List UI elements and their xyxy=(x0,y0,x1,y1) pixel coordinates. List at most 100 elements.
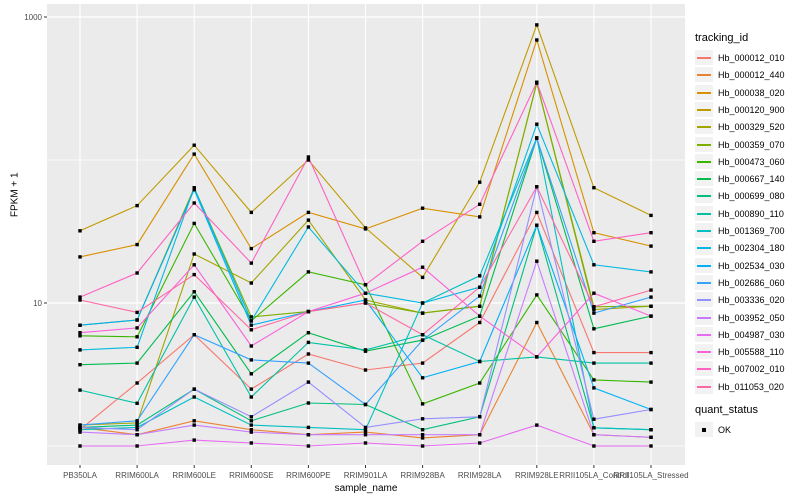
data-point xyxy=(592,378,596,382)
data-point xyxy=(306,425,311,430)
legend-line-icon xyxy=(697,368,711,371)
legend-key-swatch xyxy=(695,223,713,238)
data-point xyxy=(592,444,596,448)
data-point xyxy=(249,395,253,399)
legend-key-swatch xyxy=(695,101,713,117)
data-point xyxy=(249,430,253,434)
data-point xyxy=(135,242,139,247)
data-point xyxy=(135,419,139,423)
data-point xyxy=(78,295,82,299)
data-point xyxy=(249,415,253,419)
legend-key-swatch xyxy=(695,119,713,135)
data-point xyxy=(135,335,139,339)
x-tick-label: RRIM600SE xyxy=(229,471,274,480)
data-point xyxy=(135,271,139,275)
data-point xyxy=(592,433,596,437)
data-point xyxy=(478,441,482,445)
legend-line-icon xyxy=(697,160,711,163)
data-point xyxy=(363,441,368,445)
legend-line-icon xyxy=(697,316,711,319)
data-point xyxy=(478,215,482,219)
legend-label: Hb_003952_050 xyxy=(718,312,785,323)
legend-line-icon xyxy=(697,178,711,181)
data-point xyxy=(78,331,82,335)
data-point xyxy=(192,387,196,391)
x-tick-label: RRIM928LE xyxy=(515,471,559,480)
data-point xyxy=(478,304,482,308)
legend-line-icon xyxy=(697,57,711,59)
data-point xyxy=(592,311,596,315)
data-point xyxy=(306,444,311,448)
data-point xyxy=(649,213,653,218)
data-point xyxy=(249,210,253,215)
data-point xyxy=(192,295,196,299)
data-point xyxy=(192,152,196,156)
data-point xyxy=(478,294,482,298)
data-point xyxy=(420,376,425,380)
data-point xyxy=(592,350,596,355)
data-point xyxy=(420,402,425,406)
data-point xyxy=(363,283,368,287)
x-tick-label: RRIM901LA xyxy=(343,471,388,480)
data-point xyxy=(306,380,311,384)
data-point xyxy=(420,436,425,440)
data-point xyxy=(649,350,653,355)
data-point xyxy=(249,372,253,376)
data-point xyxy=(535,259,539,263)
data-point xyxy=(78,255,82,259)
data-point xyxy=(363,402,368,407)
data-point xyxy=(192,252,196,256)
data-point xyxy=(649,435,653,439)
legend-key-swatch xyxy=(695,309,713,325)
data-point xyxy=(363,298,368,302)
legend-key-swatch xyxy=(695,188,713,204)
data-point xyxy=(420,338,425,342)
legend-label: Hb_002304_180 xyxy=(718,243,785,254)
data-point xyxy=(420,311,425,315)
legend-key-swatch xyxy=(695,292,713,308)
legend-key-swatch xyxy=(695,257,713,273)
data-point xyxy=(649,270,653,274)
data-point xyxy=(78,444,82,448)
data-point xyxy=(192,263,196,267)
data-point xyxy=(420,333,425,337)
data-point xyxy=(249,319,253,323)
data-point xyxy=(78,348,82,352)
data-point xyxy=(363,425,368,430)
data-point xyxy=(192,186,196,190)
legend-label: Hb_002686_060 xyxy=(718,277,785,288)
data-point xyxy=(420,301,425,305)
data-point xyxy=(192,188,196,192)
data-point xyxy=(78,323,82,327)
data-point xyxy=(78,430,82,434)
data-point xyxy=(478,433,482,437)
data-point xyxy=(535,185,539,189)
data-point xyxy=(249,328,253,332)
data-point xyxy=(535,423,539,427)
data-point xyxy=(649,314,653,318)
x-tick-label: RRIM928BA xyxy=(400,471,445,480)
data-point xyxy=(420,239,425,243)
data-point xyxy=(649,361,653,365)
data-point xyxy=(306,155,311,159)
data-point xyxy=(135,381,139,385)
data-point xyxy=(192,333,196,337)
data-point xyxy=(592,426,596,430)
data-point xyxy=(135,423,139,427)
data-point xyxy=(420,417,425,421)
data-point xyxy=(649,428,653,432)
data-point xyxy=(478,314,482,318)
data-point xyxy=(306,210,311,215)
legend-line-icon xyxy=(697,108,711,111)
legend-line-icon xyxy=(697,299,711,302)
data-point xyxy=(192,221,196,226)
data-point xyxy=(420,275,425,280)
legend-key-swatch xyxy=(695,84,713,100)
x-tick-label: RRII105LA_Stressed xyxy=(613,471,689,480)
y-axis-title: FPKM + 1 xyxy=(9,172,21,218)
legend-label: Hb_000890_110 xyxy=(718,208,784,219)
data-point xyxy=(535,122,539,126)
data-point xyxy=(535,320,539,325)
